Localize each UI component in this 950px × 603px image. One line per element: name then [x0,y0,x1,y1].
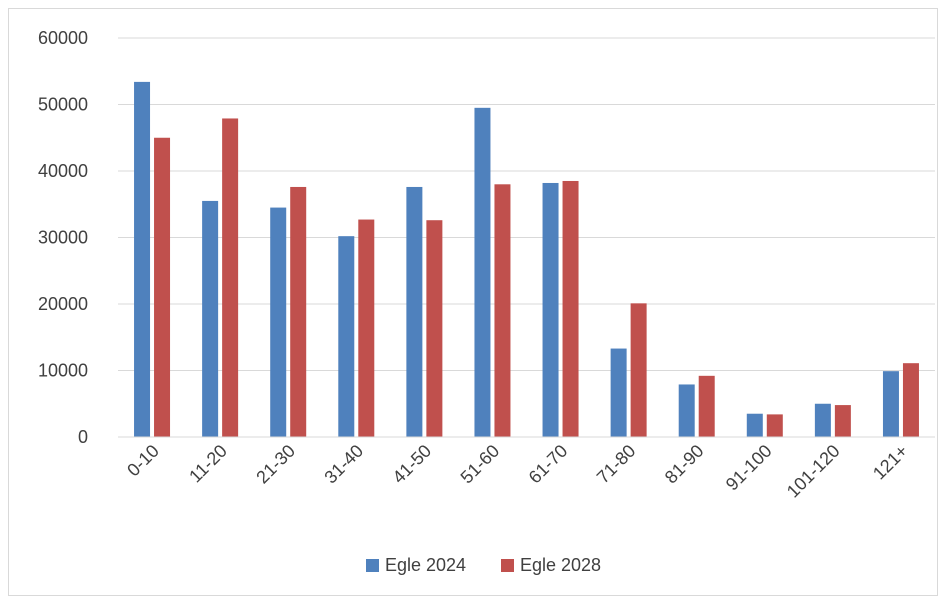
bar-egle-2024-11-20 [202,200,219,437]
y-tick-label: 50000 [38,95,88,115]
legend-swatch-egle-2024 [366,559,379,572]
bar-egle-2024-101-120 [814,403,831,437]
legend-label: Egle 2024 [385,555,466,575]
legend-swatch-egle-2028 [501,559,514,572]
y-tick-label: 10000 [38,361,88,381]
bar-egle-2028-31-40 [358,219,375,437]
bars [134,81,919,437]
bar-egle-2028-41-50 [426,220,443,437]
legend: Egle 2024 Egle 2028 [366,555,601,575]
x-tick-label: 71-80 [593,441,640,488]
bar-egle-2024-61-70 [542,182,559,437]
bar-egle-2028-21-30 [290,186,307,437]
bar-egle-2024-71-80 [610,348,627,437]
x-axis: 0-10 11-20 21-30 31-40 41-50 51-60 61-70 71-80 8… [118,436,935,502]
x-tick-label: 51-60 [457,441,504,488]
x-tick-label: 41-50 [389,441,436,488]
x-tick-label: 91-100 [722,441,776,495]
y-tick-label: 20000 [38,294,88,314]
y-tick-label: 30000 [38,228,88,248]
legend-label: Egle 2028 [520,555,601,575]
bar-egle-2024-0-10 [134,81,151,437]
bar-egle-2024-21-30 [270,207,287,437]
bar-egle-2024-91-100 [746,413,763,437]
gridlines [118,37,935,438]
bar-egle-2028-51-60 [494,184,511,437]
x-tick-label: 121+ [869,441,912,484]
x-tick-label: 61-70 [525,441,572,488]
x-tick-label: 31-40 [320,441,367,488]
bar-egle-2028-121+ [902,363,919,437]
bar-egle-2028-61-70 [562,180,579,437]
x-tick-label: 81-90 [661,441,708,488]
bar-egle-2028-71-80 [630,303,647,437]
x-tick-label: 0-10 [123,441,163,481]
bar-egle-2024-31-40 [338,236,355,437]
bar-egle-2024-121+ [882,371,899,437]
bar-egle-2024-41-50 [406,186,423,437]
bar-egle-2024-81-90 [678,384,695,437]
bar-egle-2028-11-20 [222,118,239,437]
bar-egle-2028-101-120 [834,405,851,437]
y-tick-label: 40000 [38,161,88,181]
bar-egle-2028-81-90 [698,375,715,437]
bar-egle-2024-51-60 [474,107,491,437]
x-tick-label: 21-30 [252,441,299,488]
y-tick-label: 0 [78,427,88,447]
x-tick-label: 11-20 [185,441,231,487]
bar-egle-2028-0-10 [154,137,171,437]
x-tick-label: 101-120 [783,441,844,502]
bar-egle-2028-91-100 [766,414,783,437]
y-tick-label: 60000 [38,28,88,48]
y-axis: 0 10000 20000 30000 40000 50000 60000 [38,28,88,447]
